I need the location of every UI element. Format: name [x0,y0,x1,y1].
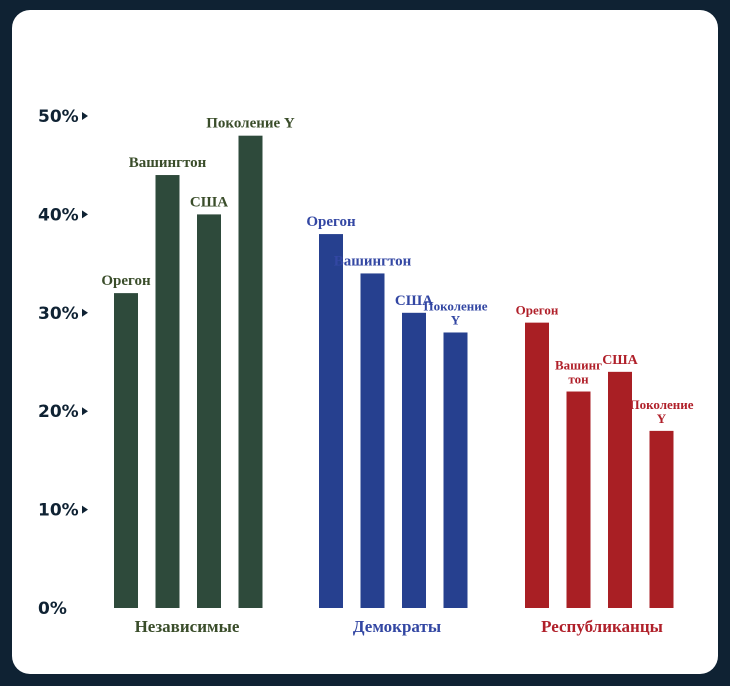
bar [443,332,468,608]
y-axis: 0% 10% 20% 30% 40% 50% [38,107,88,619]
y-tick-arrow-icon [82,112,88,120]
group-label: Демократы [353,617,441,636]
y-tick-label: 30% [38,304,79,324]
bar [360,273,385,608]
bar-label: Поколение Y [206,116,295,132]
bar [319,234,343,608]
y-tick-label: 0% [38,599,67,619]
grouped-bar-chart: 0%10%20%30%40%50% ОрегонВашингтонСШАПоко… [38,107,694,636]
y-tick-label: 10% [38,501,79,521]
y-tick-label: 50% [38,107,79,127]
bar-label: Вашингтон [129,155,207,171]
bar [566,391,591,608]
group-label: Республиканцы [541,617,663,636]
bar-label: Вашингтон [334,253,412,269]
bar-label: Орегон [101,273,151,289]
bar [155,175,180,609]
bar-label: США [395,293,433,309]
bar [197,214,221,608]
bar-label: Поколение Y [423,298,487,327]
group-labels: Независимые Демократы Республиканцы [135,617,663,636]
bar-label: США [602,353,638,368]
y-tick-arrow-icon [82,210,88,219]
bar [402,312,426,608]
bar [238,135,263,608]
y-tick-arrow-icon [82,407,88,416]
y-tick-label: 20% [38,402,79,422]
group-label: Независимые [135,617,240,636]
bars [114,135,674,609]
chart-card: 0% 10% 20% 30% 40% 50% Орегон Вашингтон США Поко… [12,10,718,674]
bar [608,371,632,608]
bar-label: Орегон [306,214,356,230]
y-tick-arrow-icon [82,308,88,317]
bar-label: Поколение Y [629,397,693,426]
bar [114,293,138,608]
y-tick-label: 40% [38,205,79,225]
y-tick-arrow-icon [82,505,88,514]
bar [649,430,674,608]
bar-label: Орегон [516,303,559,318]
bar-label: США [190,194,228,210]
bar [525,322,549,608]
